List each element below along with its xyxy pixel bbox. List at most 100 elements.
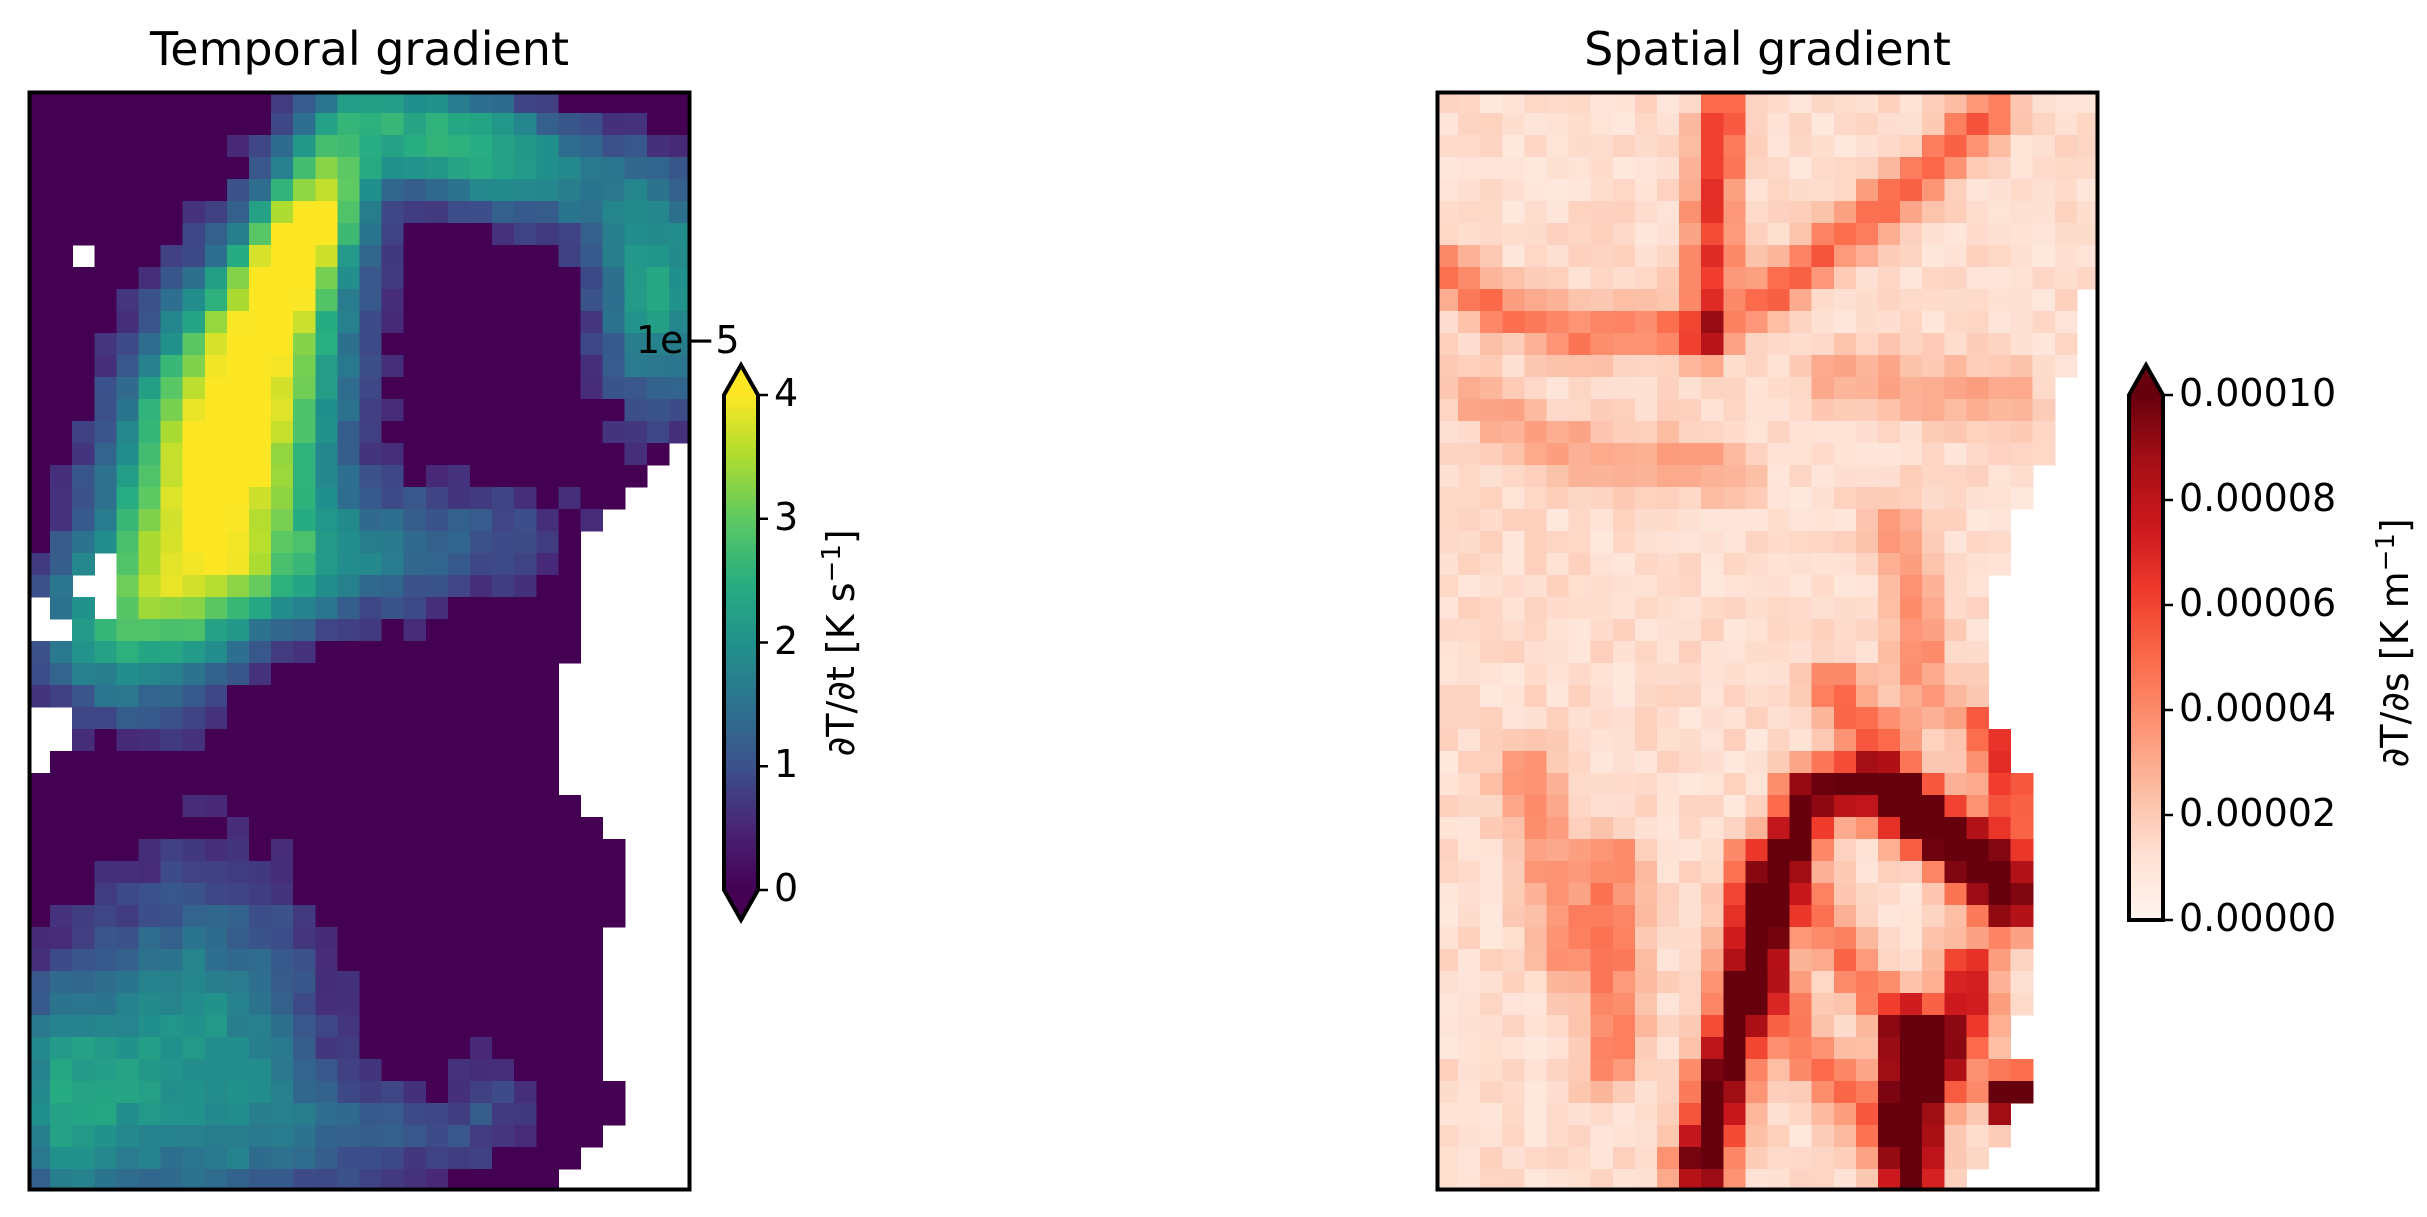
heatmap-cell	[1546, 575, 1570, 598]
heatmap-cell	[1634, 993, 1658, 1016]
temporal-colorbar-segment	[724, 642, 758, 648]
heatmap-cell	[249, 1059, 272, 1082]
heatmap-cell	[558, 949, 582, 972]
heatmap-cell	[1855, 223, 1879, 246]
heatmap-cell	[1723, 773, 1746, 796]
heatmap-cell	[381, 663, 405, 686]
heatmap-cell	[1436, 993, 1459, 1016]
heatmap-cell	[28, 971, 51, 994]
heatmap-cell	[204, 861, 228, 884]
heatmap-cell	[1657, 311, 1680, 334]
heatmap-cell	[1900, 179, 1923, 202]
heatmap-cell	[492, 267, 515, 290]
heatmap-cell	[2010, 949, 2034, 972]
heatmap-cell	[271, 729, 294, 752]
heatmap-cell	[1833, 1015, 1857, 1038]
heatmap-cell	[293, 399, 316, 422]
heatmap-cell	[1944, 289, 1967, 312]
heatmap-cell	[160, 729, 184, 752]
heatmap-cell	[359, 861, 383, 884]
heatmap-cell	[492, 1081, 515, 1104]
heatmap-cell	[558, 1015, 582, 1038]
heatmap-cell	[337, 223, 361, 246]
heatmap-cell	[1657, 817, 1680, 840]
heatmap-cell	[271, 157, 294, 180]
heatmap-cell	[668, 179, 692, 202]
heatmap-cell	[337, 1147, 361, 1170]
heatmap-cell	[249, 1125, 272, 1148]
heatmap-cell	[668, 157, 692, 180]
temporal-colorbar-segment	[724, 588, 758, 594]
heatmap-cell	[1458, 751, 1481, 774]
heatmap-cell	[1679, 201, 1702, 224]
heatmap-cell	[1745, 135, 1769, 158]
heatmap-cell	[514, 1147, 537, 1170]
heatmap-cell	[381, 1103, 405, 1126]
heatmap-cell	[668, 267, 692, 290]
heatmap-cell	[1745, 729, 1769, 752]
heatmap-cell	[2010, 311, 2034, 334]
heatmap-cell	[50, 751, 73, 774]
heatmap-cell	[1634, 91, 1658, 114]
heatmap-cell	[1789, 289, 1813, 312]
heatmap-cell	[204, 135, 228, 158]
heatmap-cell	[514, 311, 537, 334]
heatmap-cell	[558, 179, 582, 202]
heatmap-cell	[1590, 355, 1614, 378]
heatmap-cell	[50, 223, 73, 246]
spatial-colorbar-segment	[2129, 784, 2163, 790]
heatmap-cell	[293, 949, 316, 972]
heatmap-cell	[1612, 949, 1636, 972]
heatmap-cell	[1612, 729, 1636, 752]
heatmap-cell	[668, 135, 692, 158]
heatmap-cell	[1502, 553, 1525, 576]
heatmap-cell	[492, 883, 515, 906]
temporal-colorbar-segment	[724, 555, 758, 561]
heatmap-cell	[116, 223, 140, 246]
heatmap-cell	[1878, 179, 1901, 202]
heatmap-cell	[315, 707, 338, 730]
heatmap-cell	[116, 201, 140, 224]
heatmap-cell	[558, 641, 582, 664]
heatmap-cell	[1789, 421, 1813, 444]
heatmap-cell	[1480, 1015, 1503, 1038]
heatmap-cell	[558, 135, 582, 158]
heatmap-cell	[1988, 971, 2012, 994]
heatmap-cell	[1524, 267, 1548, 290]
heatmap-cell	[28, 531, 51, 554]
heatmap-cell	[50, 861, 73, 884]
heatmap-cell	[315, 377, 338, 400]
heatmap-cell	[646, 135, 670, 158]
heatmap-cell	[1524, 817, 1548, 840]
heatmap-cell	[1524, 1147, 1548, 1170]
heatmap-cell	[1900, 839, 1923, 862]
heatmap-cell	[536, 839, 559, 862]
heatmap-cell	[558, 993, 582, 1016]
heatmap-cell	[1612, 1169, 1636, 1192]
temporal-colorbar-segment	[724, 473, 758, 479]
heatmap-cell	[1833, 377, 1857, 400]
temporal-colorbar-segment	[724, 411, 758, 417]
heatmap-cell	[425, 91, 449, 114]
heatmap-cell	[271, 861, 294, 884]
spatial-colorbar-segment	[2129, 631, 2163, 637]
heatmap-cell	[558, 883, 582, 906]
heatmap-cell	[1568, 773, 1592, 796]
heatmap-cell	[1855, 1103, 1879, 1126]
heatmap-cell	[2032, 201, 2056, 224]
temporal-colorbar-segment	[724, 675, 758, 681]
heatmap-cell	[359, 575, 383, 598]
heatmap-cell	[315, 135, 338, 158]
heatmap-cell	[1502, 1169, 1525, 1192]
heatmap-cell	[1745, 267, 1769, 290]
spatial-colorbar-tick-label: 0.00000	[2179, 896, 2337, 940]
heatmap-cell	[447, 575, 471, 598]
heatmap-cell	[50, 1059, 73, 1082]
heatmap-cell	[204, 971, 228, 994]
heatmap-cell	[138, 421, 162, 444]
heatmap-cell	[1568, 157, 1592, 180]
heatmap-cell	[138, 201, 162, 224]
heatmap-cell	[1878, 91, 1901, 114]
heatmap-cell	[72, 179, 95, 202]
heatmap-cell	[1855, 729, 1879, 752]
